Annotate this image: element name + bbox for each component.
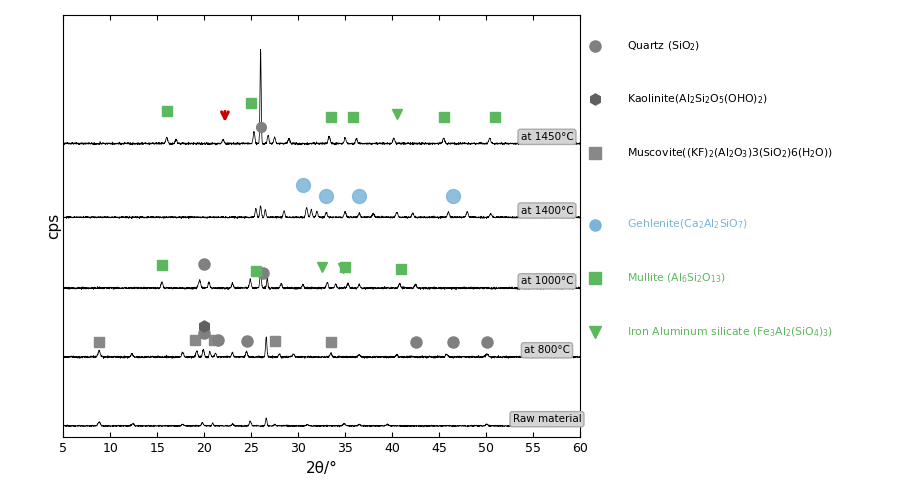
Text: Kaolinite(Al$_2$Si$_2$O$_5$(OHO)$_2$): Kaolinite(Al$_2$Si$_2$O$_5$(OHO)$_2$) [627, 92, 767, 106]
X-axis label: 2θ/°: 2θ/° [305, 461, 338, 476]
Text: Muscovite((KF)$_2$(Al$_2$O$_3$)3(SiO$_2$)6(H$_2$O)): Muscovite((KF)$_2$(Al$_2$O$_3$)3(SiO$_2$… [627, 146, 833, 160]
Text: Raw material: Raw material [513, 414, 582, 424]
Text: Quartz (SiO$_2$): Quartz (SiO$_2$) [627, 39, 700, 53]
Text: at 1400°C: at 1400°C [521, 206, 573, 216]
Text: Gehlenite(Ca$_2$Al$_2$SiO$_7$): Gehlenite(Ca$_2$Al$_2$SiO$_7$) [627, 218, 748, 232]
Y-axis label: cps: cps [45, 213, 61, 239]
Text: Iron Aluminum silicate (Fe$_3$Al$_2$(SiO$_4$)$_3$): Iron Aluminum silicate (Fe$_3$Al$_2$(SiO… [627, 325, 834, 339]
Text: at 800°C: at 800°C [524, 345, 570, 355]
Text: Mullite (Al$_6$Si$_2$O$_{13}$): Mullite (Al$_6$Si$_2$O$_{13}$) [627, 271, 726, 285]
Text: at 1450°C: at 1450°C [521, 132, 573, 142]
Text: at 1000°C: at 1000°C [521, 276, 573, 286]
